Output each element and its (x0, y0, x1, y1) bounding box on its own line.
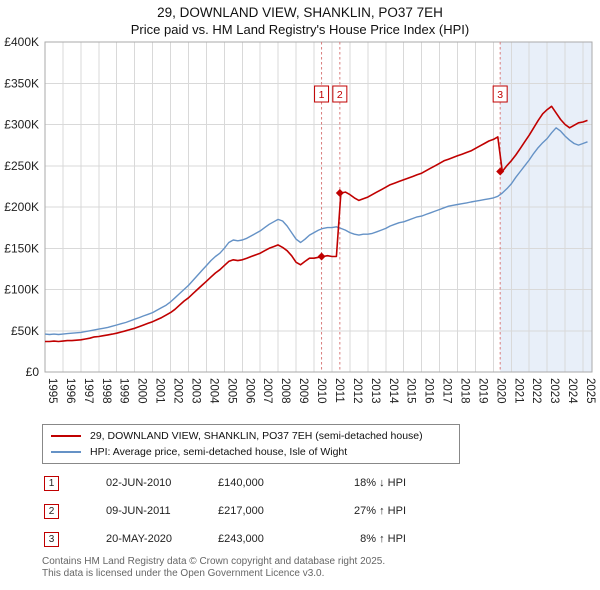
sale-marker (335, 188, 344, 197)
x-tick-label: 2008 (279, 378, 291, 404)
footer-line-2: This data is licensed under the Open Gov… (42, 568, 325, 579)
sale-flag-1: 1 (314, 85, 330, 103)
property-price-line (45, 105, 588, 343)
y-tick-label: £200K (4, 200, 39, 214)
x-tick-label: 2013 (369, 378, 381, 404)
transaction-date: 02-JUN-2010 (106, 477, 172, 489)
transaction-number-box: 2 (44, 503, 59, 519)
x-tick-label: 2022 (530, 378, 542, 404)
legend-label: HPI: Average price, semi-detached house,… (90, 446, 348, 458)
chart-legend: 29, DOWNLAND VIEW, SHANKLIN, PO37 7EH (s… (42, 424, 460, 464)
x-tick-label: 1997 (82, 378, 94, 404)
transaction-list: 1 02-JUN-2010 £140,000 18% ↓ HPI 2 09-JUN-201… (44, 475, 564, 560)
transaction-row: 3 20-MAY-2020 £243,000 8% ↑ HPI (44, 531, 564, 547)
x-tick-label: 2009 (297, 378, 309, 404)
transaction-hpi-diff: 18% ↓ HPI (354, 477, 406, 489)
x-tick-label: 2025 (584, 378, 596, 404)
x-tick-label: 2004 (207, 378, 219, 404)
sale-flag-number: 1 (319, 89, 325, 101)
y-tick-label: £350K (4, 76, 39, 90)
transaction-row: 1 02-JUN-2010 £140,000 18% ↓ HPI (44, 475, 564, 491)
x-tick-label: 2012 (351, 378, 363, 404)
x-tick-label: 2001 (154, 378, 166, 404)
y-tick-label: £50K (11, 324, 39, 338)
transaction-date: 20-MAY-2020 (106, 533, 173, 545)
x-tick-label: 1999 (118, 378, 130, 404)
y-tick-label: £300K (4, 118, 39, 132)
sale-flag-number: 2 (337, 89, 343, 101)
y-tick-label: £0 (26, 365, 40, 379)
transaction-number-box: 1 (44, 475, 59, 491)
transaction-number-box: 3 (44, 531, 59, 547)
sale-flag-box (332, 85, 348, 103)
hpi-line (44, 127, 588, 336)
x-tick-label: 2014 (387, 378, 399, 404)
x-tick-label: 2015 (405, 378, 417, 404)
x-tick-label: 2023 (548, 378, 560, 404)
x-tick-label: 2018 (458, 378, 470, 404)
y-tick-label: £250K (4, 159, 39, 173)
x-tick-label: 2011 (333, 378, 345, 403)
x-tick-label: 2010 (315, 378, 327, 404)
x-tick-label: 2005 (225, 378, 237, 404)
legend-line-swatch (51, 450, 81, 454)
page-title: 29, DOWNLAND VIEW, SHANKLIN, PO37 7EH (157, 5, 443, 20)
sale-flag-2: 2 (332, 85, 348, 103)
legend-line-swatch (51, 434, 81, 438)
legend-item: HPI: Average price, semi-detached house,… (51, 444, 451, 460)
y-tick-label: £150K (4, 241, 39, 255)
transaction-row: 2 09-JUN-2011 £217,000 27% ↑ HPI (44, 503, 564, 519)
x-axis-labels: 1995 1996 1997 1998 1999 2000 2001 2002 2003 2004… (46, 378, 596, 404)
y-tick-label: £100K (4, 283, 39, 297)
x-tick-label: 1998 (100, 378, 112, 404)
x-tick-label: 2003 (189, 378, 201, 404)
price-history-chart: 1 2 3£0£50K£100K£150K£200K£250K£300K£350K£… (4, 36, 596, 404)
page-subtitle: Price paid vs. HM Land Registry's House … (130, 22, 470, 37)
x-tick-label: 1995 (46, 378, 58, 404)
sale-flag-box (314, 85, 330, 103)
y-axis-labels: £0 £50K £100K £150K £200K £250K £300K £350K £400… (4, 36, 39, 379)
sale-marker (317, 252, 326, 261)
license-footer: Contains HM Land Registry data © Crown c… (42, 556, 385, 580)
transaction-price: £217,000 (218, 505, 264, 517)
sale-marker (496, 167, 505, 176)
x-tick-label: 2006 (243, 378, 255, 404)
y-tick-label: £400K (4, 36, 39, 49)
gridlines (44, 41, 592, 373)
x-tick-label: 2000 (136, 378, 148, 404)
legend-label: 29, DOWNLAND VIEW, SHANKLIN, PO37 7EH (s… (90, 430, 423, 442)
x-tick-label: 2024 (566, 378, 578, 404)
transaction-date: 09-JUN-2011 (106, 505, 171, 517)
legend-item: 29, DOWNLAND VIEW, SHANKLIN, PO37 7EH (s… (51, 428, 451, 444)
x-tick-label: 2002 (172, 378, 184, 404)
x-tick-label: 2020 (494, 378, 506, 404)
transaction-hpi-diff: 8% ↑ HPI (360, 533, 406, 545)
transaction-price: £243,000 (218, 533, 264, 545)
x-tick-label: 2019 (476, 378, 488, 404)
x-tick-label: 1996 (64, 378, 76, 404)
sale-flag-box (492, 85, 508, 103)
x-tick-label: 2021 (512, 378, 524, 404)
plot-border (44, 41, 593, 373)
sale-flag-number: 3 (497, 89, 503, 101)
transaction-price: £140,000 (218, 477, 264, 489)
x-tick-label: 2007 (261, 378, 273, 404)
x-tick-label: 2017 (441, 378, 453, 404)
footer-line-1: Contains HM Land Registry data © Crown c… (42, 556, 386, 567)
x-tick-label: 2016 (423, 378, 435, 404)
transaction-hpi-diff: 27% ↑ HPI (354, 505, 406, 517)
sale-flag-3: 3 (492, 85, 508, 103)
